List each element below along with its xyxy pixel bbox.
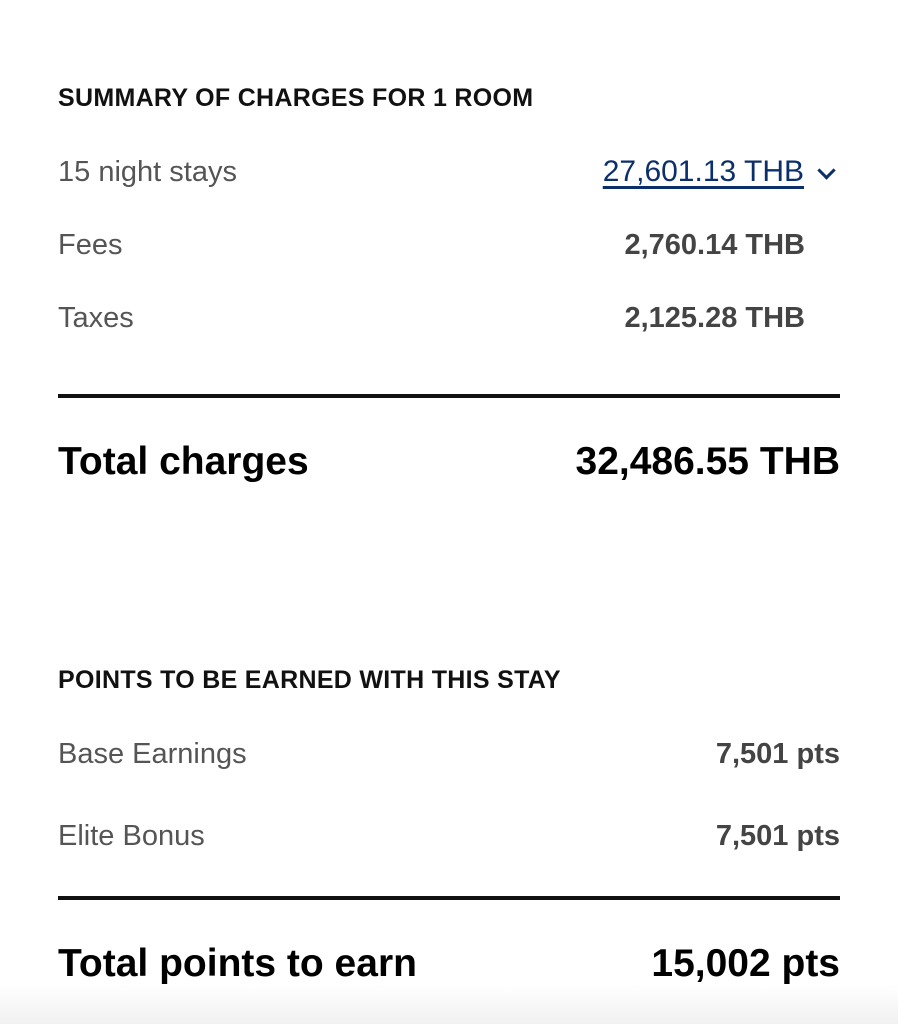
elite-bonus-value: 7,501 pts bbox=[715, 820, 840, 852]
base-earnings-value: 7,501 pts bbox=[715, 738, 840, 770]
bottom-fade bbox=[0, 985, 898, 1024]
fees-value: 2,760.14 THB bbox=[624, 229, 805, 261]
fees-label: Fees bbox=[58, 229, 123, 261]
taxes-value: 2,125.28 THB bbox=[624, 302, 805, 334]
nights-label: 15 night stays bbox=[58, 156, 237, 188]
total-points-value: 15,002 pts bbox=[651, 942, 840, 985]
points-section-title: POINTS TO BE EARNED WITH THIS STAY bbox=[58, 666, 561, 694]
nights-price-link[interactable]: 27,601.13 THB bbox=[602, 155, 804, 188]
total-points-label: Total points to earn bbox=[58, 942, 417, 985]
chevron-down-icon[interactable] bbox=[817, 161, 836, 180]
total-charges-label: Total charges bbox=[58, 440, 309, 483]
taxes-label: Taxes bbox=[58, 302, 134, 334]
charges-section-title: SUMMARY OF CHARGES FOR 1 ROOM bbox=[58, 84, 534, 112]
base-earnings-label: Base Earnings bbox=[58, 738, 247, 770]
total-charges-value: 32,486.55 THB bbox=[575, 440, 841, 483]
charges-divider bbox=[58, 394, 840, 398]
points-divider bbox=[58, 896, 840, 900]
elite-bonus-label: Elite Bonus bbox=[58, 820, 205, 852]
